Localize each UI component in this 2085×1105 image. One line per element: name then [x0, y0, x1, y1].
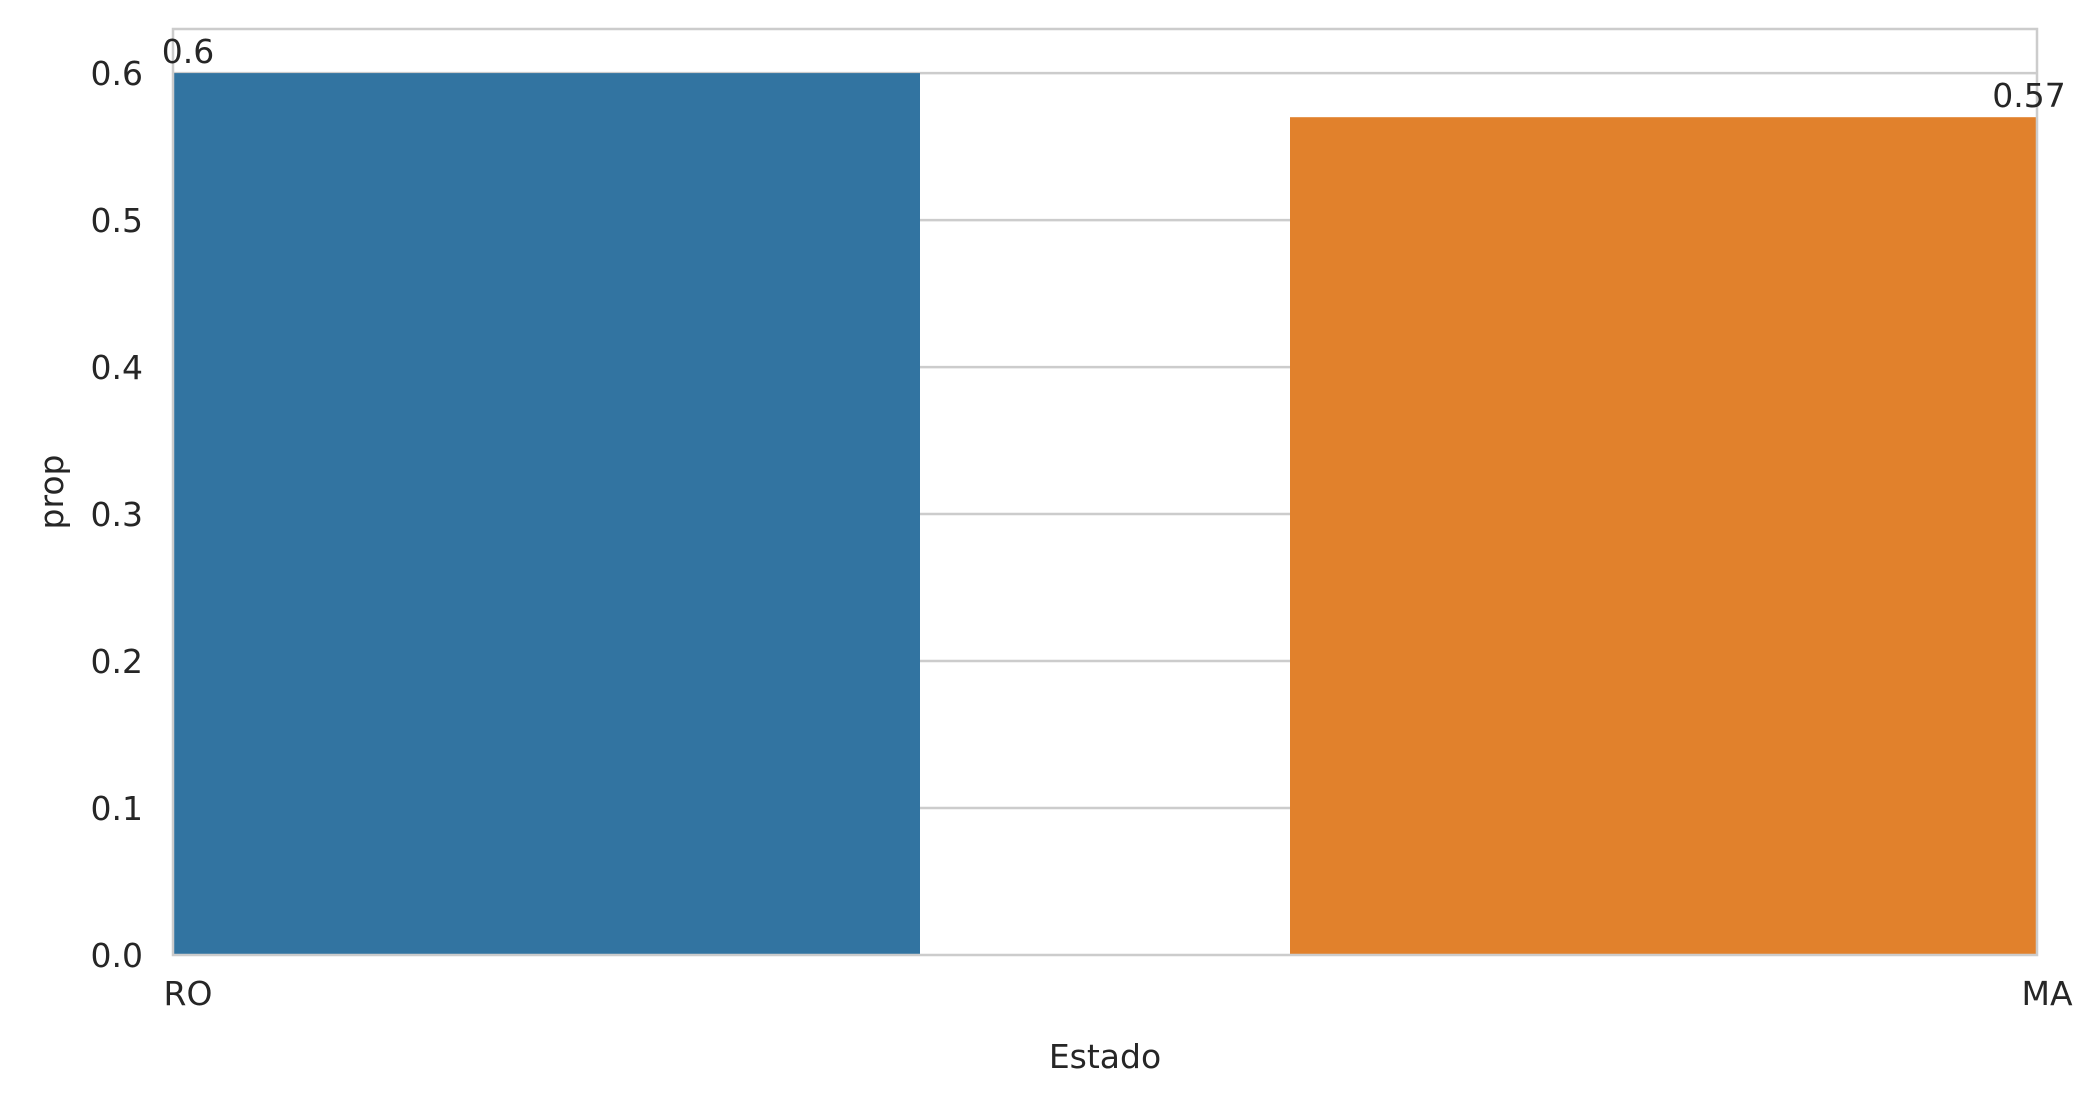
x-tick-label: RO [164, 974, 213, 1013]
y-tick-label: 0.2 [91, 642, 143, 681]
y-tick-label: 0.0 [91, 936, 143, 975]
y-tick-label: 0.6 [91, 54, 143, 93]
x-axis-label: Estado [1049, 1037, 1161, 1076]
y-tick-label: 0.5 [91, 201, 143, 240]
y-tick-label: 0.4 [91, 348, 143, 387]
y-axis-label: prop [32, 455, 71, 530]
x-tick-label: MA [2021, 974, 2072, 1013]
data-label: 0.57 [1992, 76, 2065, 115]
plot-frame [171, 27, 2039, 957]
plot-area: 0.0 0.1 0.2 0.3 0.4 0.5 0.6 RO MA 0.6 0.57 [91, 27, 2073, 1013]
bar-ro [173, 73, 920, 956]
y-tick-label: 0.1 [91, 789, 143, 828]
y-tick-label: 0.3 [91, 495, 143, 534]
bar-ma [1290, 117, 2037, 955]
data-label: 0.6 [162, 32, 214, 71]
